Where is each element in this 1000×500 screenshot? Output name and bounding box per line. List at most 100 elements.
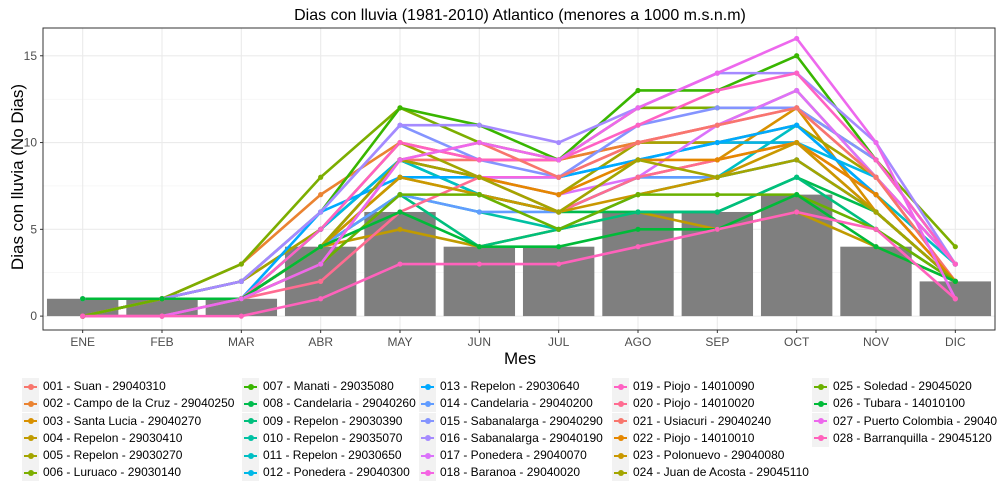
series-point-28 [80,313,86,319]
legend-label: 004 - Repelon - 29030410 [43,430,183,445]
legend-key [612,378,629,395]
legend-label: 001 - Suan - 29040310 [43,379,166,393]
legend-key [812,395,829,413]
series-point-25 [476,192,482,198]
series-line-16 [82,71,957,301]
x-tick-label: OCT [784,335,810,349]
series-point-19 [476,157,482,163]
legend-key-point [28,469,34,476]
series-point-7 [635,87,641,94]
bar-jul [522,246,595,317]
legend-key [419,412,436,430]
series-point-23 [794,139,800,146]
legend-key-point [425,383,431,390]
legend-key [612,412,629,430]
legend-key-point [818,418,824,425]
series-point-4 [397,226,403,232]
legend-label: 022 - Piojo - 14010010 [633,430,755,445]
series-point-27 [873,139,879,146]
series-point-9 [635,209,641,215]
legend-key [22,378,39,395]
series-point-19 [397,139,403,146]
series-point-27 [556,157,562,163]
legend-key-point [618,435,624,442]
legend-key-point [425,469,431,476]
series-point-21 [794,105,800,111]
legend: 001 - Suan - 29040310 002 - Campo de la C… [22,378,1000,488]
series-point-26 [476,244,482,250]
legend-key [419,447,436,465]
legend-key [22,429,39,447]
x-tick-label: MAY [387,335,412,349]
legend-key [812,378,829,395]
legend-label: 028 - Barranquilla - 29045120 [833,430,992,445]
legend-key [22,464,39,482]
series-point-27 [794,35,800,42]
plot-border [42,27,996,331]
legend-key-point [618,452,624,459]
series-point-24 [556,209,562,215]
series-point-22 [873,192,879,198]
legend-key [242,447,259,465]
legend-key [242,464,259,482]
series-point-26 [556,244,562,250]
legend-label: 027 - Puerto Colombia - 29040 [833,413,998,428]
x-tick-label: SEP [705,335,729,349]
series-point-27 [397,157,403,163]
series-point-16 [238,278,244,285]
legend-label: 016 - Sabanalarga - 29040190 [440,430,603,445]
x-tick-label: DIC [945,335,966,349]
series-point-26 [159,296,165,302]
y-tick-label: 10 [24,136,38,150]
chart-title: Dias con lluvia (1981-2010) Atlantico (m… [294,7,746,24]
series-point-26 [952,278,958,285]
legend-key-point [425,452,431,459]
series-point-27 [476,139,482,146]
legend-label: 007 - Manati - 29035080 [263,379,394,393]
bar-feb [126,298,198,317]
series-point-28 [476,261,482,267]
series-point-26 [794,192,800,198]
legend-key-point [425,418,431,425]
series-point-21 [556,174,562,180]
legend-key [419,464,436,482]
legend-key [22,412,39,430]
legend-label: 026 - Tubara - 14010100 [833,396,966,411]
bar-mar [205,298,278,317]
series-point-13 [794,122,800,128]
x-tick-label: ENE [70,335,95,349]
series-point-28 [714,226,720,232]
y-axis-label: Dias con lluvia (No Dias) [8,84,27,270]
series-point-28 [556,261,562,267]
legend-key-point [248,400,254,407]
legend-key [242,412,259,430]
legend-key-point [618,469,624,476]
series-point-28 [794,209,800,215]
legend-label: 020 - Piojo - 14010020 [633,396,755,411]
legend-label: 005 - Repelon - 29030270 [43,448,183,463]
series-point-24 [635,157,641,163]
series-point-9 [714,209,720,215]
legend-label: 009 - Repelon - 29030390 [263,413,403,428]
legend-key-point [28,435,34,442]
legend-label: 023 - Polonuevo - 29040080 [633,448,785,463]
series-point-23 [397,174,403,180]
series-point-26 [397,209,403,215]
series-point-16 [318,209,324,215]
legend-key [612,429,629,447]
legend-key-point [618,400,624,407]
legend-key [419,395,436,413]
legend-key [242,378,259,395]
legend-label: 024 - Juan de Acosta - 29045110 [633,465,809,480]
series-point-25 [397,192,403,198]
x-tick-label: NOV [863,335,889,349]
series-point-26 [80,296,86,302]
series-point-22 [714,157,720,163]
series-point-28 [318,296,324,302]
series-point-7 [794,53,800,59]
legend-key [419,429,436,447]
series-point-19 [635,122,641,128]
series-point-24 [476,174,482,180]
series-point-17 [794,87,800,94]
legend-key [612,464,629,482]
